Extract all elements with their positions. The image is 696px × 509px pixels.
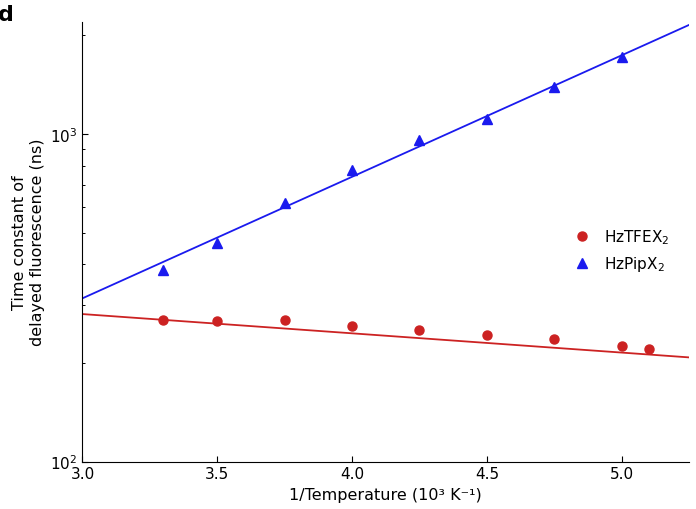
HzPipX$_2$ bbox=[348, 168, 356, 174]
HzTFEX$_2$ bbox=[159, 318, 168, 324]
Line: HzTFEX$_2$: HzTFEX$_2$ bbox=[159, 316, 653, 354]
HzPipX$_2$ bbox=[617, 54, 626, 61]
HzTFEX$_2$ bbox=[348, 323, 356, 329]
HzTFEX$_2$ bbox=[416, 327, 424, 333]
HzPipX$_2$ bbox=[280, 201, 289, 207]
Y-axis label: Time constant of
delayed fluorescence (ns): Time constant of delayed fluorescence (n… bbox=[13, 138, 45, 346]
Text: d: d bbox=[0, 5, 13, 25]
HzPipX$_2$ bbox=[159, 267, 168, 273]
HzTFEX$_2$ bbox=[644, 347, 653, 353]
HzPipX$_2$ bbox=[213, 240, 221, 246]
HzTFEX$_2$ bbox=[483, 332, 491, 338]
X-axis label: 1/Temperature (10³ K⁻¹): 1/Temperature (10³ K⁻¹) bbox=[290, 487, 482, 502]
HzTFEX$_2$ bbox=[550, 336, 558, 343]
HzTFEX$_2$ bbox=[280, 318, 289, 324]
HzTFEX$_2$ bbox=[617, 344, 626, 350]
HzPipX$_2$ bbox=[416, 137, 424, 144]
Legend: HzTFEX$_2$, HzPipX$_2$: HzTFEX$_2$, HzPipX$_2$ bbox=[569, 229, 670, 273]
HzTFEX$_2$ bbox=[213, 319, 221, 325]
HzPipX$_2$ bbox=[483, 117, 491, 123]
HzPipX$_2$ bbox=[550, 85, 558, 91]
Line: HzPipX$_2$: HzPipX$_2$ bbox=[158, 52, 627, 275]
